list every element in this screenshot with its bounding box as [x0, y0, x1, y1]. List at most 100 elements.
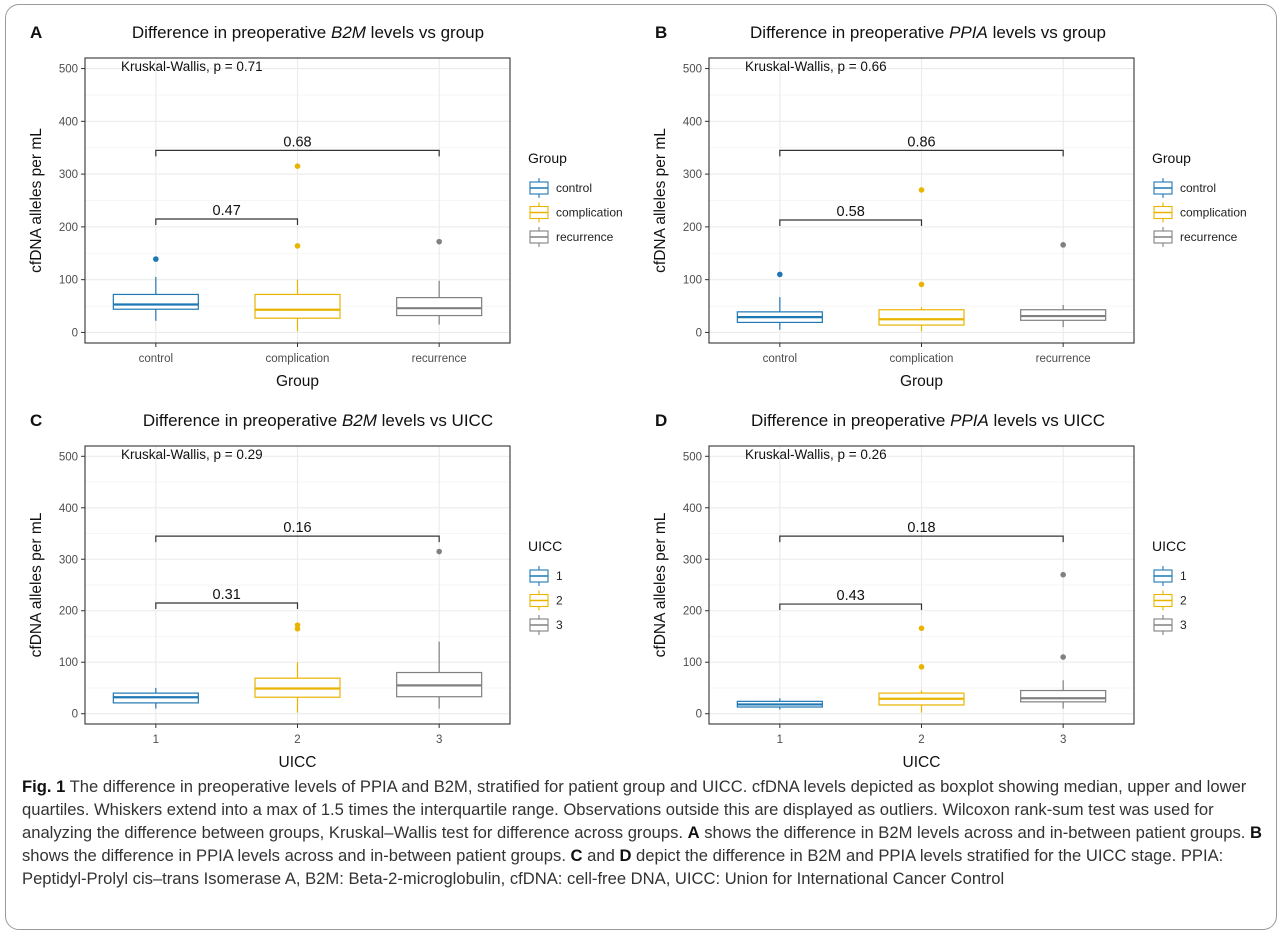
legend-item: control: [529, 178, 592, 198]
iqr-box: [396, 297, 483, 317]
y-tick-label: 200: [683, 606, 702, 618]
x-tick-label: control: [139, 353, 174, 365]
y-tick-label: 100: [59, 275, 78, 287]
legend-item-label: 3: [556, 618, 563, 632]
legend-item: 3: [529, 615, 563, 635]
panel-title: Difference in preoperative B2M levels vs…: [143, 411, 493, 430]
p-value-label: 0.68: [283, 134, 311, 150]
title-text: levels vs group: [988, 23, 1106, 42]
box-3: [396, 548, 483, 709]
bracket-line: [779, 149, 1064, 157]
caption-ref-c: C: [570, 846, 583, 865]
title-text: Difference in preoperative: [751, 411, 950, 430]
panel-c: C Difference in preoperative B2M levels v…: [28, 411, 563, 770]
panel-title: Difference in preoperative PPIA levels v…: [751, 411, 1105, 430]
x-tick-label: control: [763, 353, 798, 365]
p-value-label: 0.18: [907, 520, 935, 536]
legend-item-label: recurrence: [1180, 230, 1238, 244]
x-tick-label: 1: [153, 734, 159, 746]
comparison-bracket: 0.16: [155, 520, 440, 543]
legend-item: 2: [529, 590, 563, 611]
x-tick-label: complication: [890, 353, 954, 365]
y-tick-label: 500: [59, 451, 78, 463]
outlier-point: [918, 281, 925, 288]
iqr-box: [112, 293, 199, 310]
caption-text-3: shows the difference in PPIA levels acro…: [22, 846, 571, 865]
box-2: [878, 625, 965, 713]
legend: Group control complication recurrence: [1152, 150, 1247, 247]
y-tick-label: 100: [683, 275, 702, 287]
kruskal-wallis-label: Kruskal-Wallis, p = 0.26: [745, 447, 887, 462]
caption-text-2: shows the difference in B2M levels acros…: [699, 823, 1251, 842]
bracket-line: [155, 602, 299, 610]
y-axis-title: cfDNA alleles per mL: [28, 512, 45, 657]
p-value-label: 0.86: [907, 134, 935, 150]
y-tick-label: 500: [59, 64, 78, 76]
legend-item: 1: [529, 566, 563, 586]
y-tick-label: 500: [683, 64, 702, 76]
y-tick-label: 200: [59, 222, 78, 234]
box-control: [736, 271, 823, 330]
y-tick-label: 300: [683, 554, 702, 566]
bracket-line: [155, 535, 440, 543]
bracket-line: [155, 218, 299, 225]
outlier-point: [918, 664, 925, 670]
y-axis-title: cfDNA alleles per mL: [28, 128, 45, 273]
legend-title: Group: [528, 150, 567, 166]
box-recurrence: [396, 238, 483, 325]
title-text: levels vs group: [366, 23, 484, 42]
outlier-point: [1060, 242, 1066, 248]
outlier-point: [918, 187, 925, 193]
legend: Group control complication recurrence: [528, 150, 623, 247]
title-text: levels vs UICC: [377, 411, 493, 430]
y-tick-label: 300: [683, 169, 702, 181]
title-gene: PPIA: [950, 411, 989, 430]
panel-d: D Difference in preoperative PPIA levels …: [652, 411, 1187, 770]
iqr-box: [878, 309, 965, 326]
x-tick-label: 1: [777, 734, 783, 746]
caption-text-4: and: [582, 846, 620, 865]
legend-item-label: recurrence: [556, 230, 614, 244]
title-text: Difference in preoperative: [750, 23, 949, 42]
y-tick-label: 200: [59, 606, 78, 618]
legend-item-label: control: [556, 181, 592, 195]
panel-letter: C: [30, 411, 42, 430]
kruskal-wallis-label: Kruskal-Wallis, p = 0.71: [121, 59, 263, 74]
figure-frame: [5, 4, 1277, 930]
y-tick-label: 0: [696, 327, 702, 339]
comparison-bracket: 0.86: [779, 134, 1064, 157]
legend-item: recurrence: [529, 227, 614, 247]
x-tick-label: recurrence: [412, 353, 467, 365]
x-tick-label: 2: [294, 734, 300, 746]
x-tick-label: recurrence: [1036, 353, 1091, 365]
legend-title: UICC: [1152, 538, 1186, 554]
legend: UICC 1 2 3: [1152, 538, 1187, 635]
legend-item-label: 1: [556, 569, 563, 583]
title-text: levels vs UICC: [989, 411, 1105, 430]
legend: UICC 1 2 3: [528, 538, 563, 635]
legend-item: recurrence: [1153, 227, 1238, 247]
p-value-label: 0.58: [837, 204, 865, 220]
title-text: Difference in preoperative: [143, 411, 342, 430]
x-axis-title: Group: [900, 373, 943, 390]
legend-item-label: 2: [1180, 594, 1187, 608]
iqr-box: [254, 293, 341, 319]
bracket-line: [779, 535, 1064, 543]
box-recurrence: [1020, 242, 1107, 328]
y-tick-label: 100: [59, 657, 78, 669]
legend-item-label: complication: [1180, 206, 1247, 220]
p-value-label: 0.47: [213, 203, 241, 219]
title-gene: B2M: [331, 23, 367, 42]
legend-item-label: complication: [556, 206, 623, 220]
panel-a: A Difference in preoperative B2M levels v…: [28, 23, 623, 390]
legend-title: Group: [1152, 150, 1191, 166]
y-tick-label: 100: [683, 657, 702, 669]
bracket-line: [779, 603, 923, 611]
boxplot-figure: A Difference in preoperative B2M levels v…: [28, 23, 1247, 770]
outlier-point: [777, 271, 783, 278]
outlier-point: [436, 238, 442, 245]
figure-caption: Fig. 1 The difference in preoperative le…: [22, 775, 1268, 890]
panel-letter: A: [30, 23, 42, 42]
legend-item: control: [1153, 178, 1216, 198]
box-1: [736, 698, 823, 710]
